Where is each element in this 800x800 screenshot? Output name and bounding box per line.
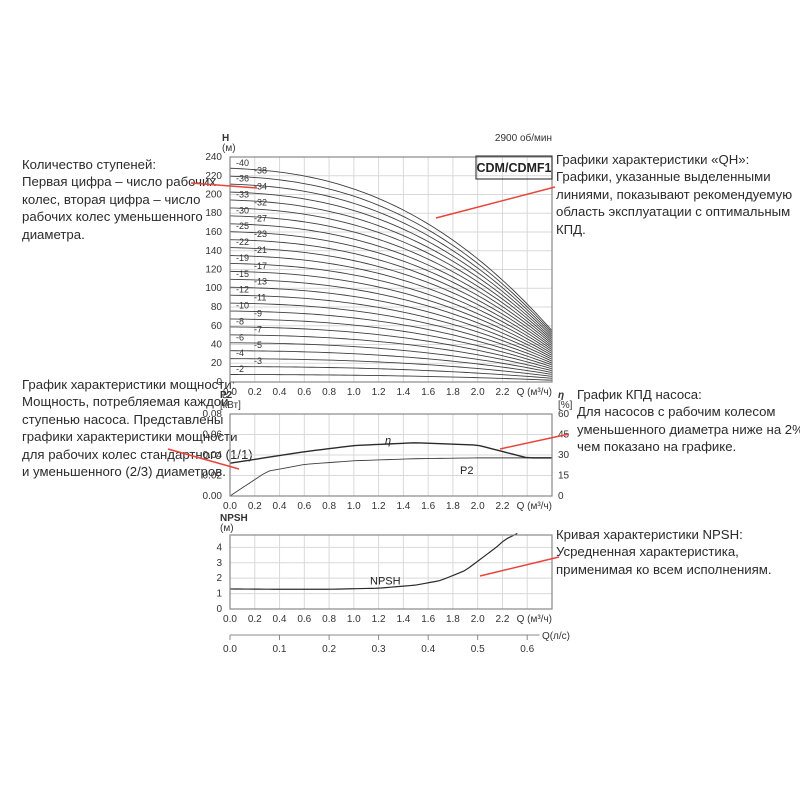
svg-text:-10: -10 [236,301,249,311]
svg-text:-21: -21 [254,245,267,255]
svg-text:-32: -32 [254,197,267,207]
svg-text:0.02: 0.02 [203,471,223,482]
svg-text:-19: -19 [236,253,249,263]
svg-text:2: 2 [216,573,222,584]
svg-text:0.0: 0.0 [223,644,237,655]
svg-text:-38: -38 [254,166,267,176]
svg-text:-4: -4 [236,348,244,358]
svg-text:20: 20 [211,358,223,369]
svg-text:4: 4 [216,542,222,553]
svg-text:-6: -6 [236,332,244,342]
svg-text:2900 об/мин: 2900 об/мин [495,132,552,144]
svg-text:NPSH: NPSH [370,575,401,587]
svg-text:0.06: 0.06 [203,430,223,441]
svg-text:0.6: 0.6 [520,644,534,655]
svg-text:0.8: 0.8 [322,614,336,625]
svg-text:60: 60 [211,321,223,332]
svg-text:0: 0 [216,604,222,615]
svg-text:-22: -22 [236,237,249,247]
svg-text:2.0: 2.0 [471,614,485,625]
svg-text:0.4: 0.4 [273,614,287,625]
svg-text:-5: -5 [254,340,262,350]
svg-text:-30: -30 [236,205,249,215]
svg-text:[%]: [%] [558,400,573,411]
svg-text:1.6: 1.6 [421,614,435,625]
svg-text:(м): (м) [220,523,234,534]
svg-text:1.2: 1.2 [372,614,386,625]
svg-text:-25: -25 [236,221,249,231]
svg-text:-8: -8 [236,316,244,326]
svg-text:180: 180 [205,208,222,219]
svg-text:-34: -34 [254,182,267,192]
svg-text:240: 240 [205,152,222,163]
svg-text:0.2: 0.2 [248,614,262,625]
svg-text:1.8: 1.8 [446,614,460,625]
svg-text:-17: -17 [254,261,267,271]
svg-text:-12: -12 [236,285,249,295]
svg-text:140: 140 [205,246,222,257]
svg-text:0.0: 0.0 [223,614,237,625]
svg-text:Q(л/с): Q(л/с) [542,631,570,642]
svg-text:3: 3 [216,558,222,569]
svg-text:-15: -15 [236,269,249,279]
svg-text:-23: -23 [254,229,267,239]
svg-text:η: η [385,435,391,447]
svg-text:-40: -40 [236,158,249,168]
svg-text:1.4: 1.4 [396,614,410,625]
svg-text:0.5: 0.5 [471,644,485,655]
svg-text:-3: -3 [254,356,262,366]
svg-text:15: 15 [558,471,570,482]
svg-text:0.3: 0.3 [372,644,386,655]
svg-text:100: 100 [205,283,222,294]
svg-text:1: 1 [216,589,222,600]
svg-text:0: 0 [216,377,222,388]
svg-text:0: 0 [558,491,564,502]
svg-text:-11: -11 [254,293,266,303]
svg-text:[кВт]: [кВт] [220,400,241,411]
svg-text:0.1: 0.1 [273,644,287,655]
svg-text:-27: -27 [254,213,267,223]
svg-text:160: 160 [205,227,222,238]
svg-text:40: 40 [211,340,223,351]
svg-text:1.0: 1.0 [347,614,361,625]
svg-text:-2: -2 [236,364,244,374]
svg-text:30: 30 [558,450,570,461]
svg-text:(м): (м) [222,143,236,154]
svg-text:0.2: 0.2 [322,644,336,655]
svg-text:-36: -36 [236,174,249,184]
svg-text:2.2: 2.2 [496,614,510,625]
svg-text:-13: -13 [254,277,267,287]
svg-text:P2: P2 [460,465,473,477]
svg-text:220: 220 [205,171,222,182]
svg-text:200: 200 [205,190,222,201]
svg-text:CDM/CDMF1: CDM/CDMF1 [477,161,552,175]
svg-text:0.00: 0.00 [203,491,223,502]
svg-text:80: 80 [211,302,223,313]
svg-text:0.6: 0.6 [297,614,311,625]
svg-text:Q (м³/ч): Q (м³/ч) [517,614,552,625]
svg-text:0.4: 0.4 [421,644,435,655]
svg-text:45: 45 [558,430,570,441]
svg-text:-9: -9 [254,309,262,319]
svg-text:0.04: 0.04 [203,450,223,461]
svg-text:120: 120 [205,265,222,276]
svg-text:-7: -7 [254,324,262,334]
svg-text:-33: -33 [236,190,249,200]
